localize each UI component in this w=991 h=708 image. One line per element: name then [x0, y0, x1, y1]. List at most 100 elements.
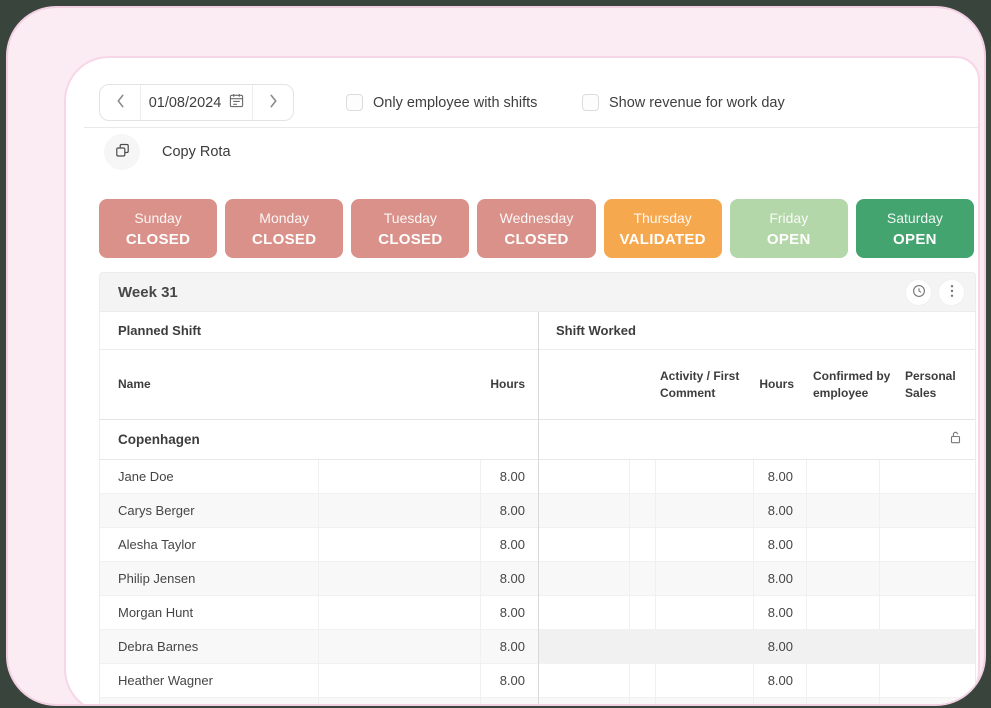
worked-shift-cell[interactable]: [538, 630, 630, 664]
planned-hours-cell[interactable]: 8.00: [481, 528, 538, 562]
day-name: Thursday: [633, 209, 692, 226]
day-status: CLOSED: [252, 230, 317, 248]
worked-hours-cell[interactable]: 8.00: [754, 630, 807, 664]
partial-row-cell: [100, 698, 319, 704]
worked-hours-cell[interactable]: 8.00: [754, 664, 807, 698]
worked-shift-cell[interactable]: [538, 596, 630, 630]
padlock-icon[interactable]: [950, 431, 961, 449]
worked-shift-cell[interactable]: [538, 460, 630, 494]
personal-sales-cell[interactable]: [880, 494, 975, 528]
worked-hours-cell[interactable]: 8.00: [754, 494, 807, 528]
worked-flag-cell[interactable]: [630, 562, 656, 596]
name-column-header: Name: [118, 377, 151, 392]
previous-date-button[interactable]: [100, 85, 141, 120]
planned-hours-cell[interactable]: 8.00: [481, 630, 538, 664]
personal-sales-column-header: Personal Sales: [905, 369, 956, 400]
confirmed-cell[interactable]: [807, 596, 880, 630]
checkbox-label: Show revenue for work day: [609, 94, 785, 111]
confirmed-cell[interactable]: [807, 528, 880, 562]
day-button-sunday[interactable]: Sunday CLOSED: [99, 199, 218, 258]
worked-hours-cell[interactable]: 8.00: [754, 562, 807, 596]
worked-shift-cell[interactable]: [538, 528, 630, 562]
personal-sales-cell[interactable]: [880, 664, 975, 698]
day-button-monday[interactable]: Monday CLOSED: [225, 199, 344, 258]
planned-hours-cell[interactable]: 8.00: [481, 494, 538, 528]
confirmed-cell[interactable]: [807, 664, 880, 698]
planned-shift-cell[interactable]: [319, 528, 481, 562]
day-button-saturday[interactable]: Saturday OPEN: [855, 199, 974, 258]
confirmed-cell[interactable]: [807, 494, 880, 528]
copy-rota-button[interactable]: [104, 134, 140, 170]
filter-only-employee-with-shifts[interactable]: Only employee with shifts: [346, 84, 537, 121]
rota-card: 01/08/2024: [64, 56, 980, 704]
worked-flag-cell[interactable]: [630, 528, 656, 562]
partial-row-cell: [880, 698, 975, 704]
confirmed-cell[interactable]: [807, 562, 880, 596]
planned-shift-cell[interactable]: [319, 664, 481, 698]
copy-icon: [115, 143, 130, 161]
planned-shift-cell[interactable]: [319, 562, 481, 596]
employee-name-cell: Jane Doe: [100, 460, 319, 494]
copy-rota-row: Copy Rota: [104, 134, 231, 170]
location-section-row[interactable]: Copenhagen: [100, 420, 975, 460]
activity-comment-cell[interactable]: [656, 630, 754, 664]
personal-sales-cell[interactable]: [880, 528, 975, 562]
shift-worked-header: Shift Worked: [556, 323, 636, 338]
activity-comment-cell[interactable]: [656, 596, 754, 630]
date-navigator: 01/08/2024: [99, 84, 294, 121]
day-button-thursday[interactable]: Thursday VALIDATED: [603, 199, 722, 258]
worked-hours-cell[interactable]: 8.00: [754, 596, 807, 630]
checkbox[interactable]: [346, 94, 363, 111]
partial-row-cell: [754, 698, 807, 704]
worked-flag-cell[interactable]: [630, 630, 656, 664]
worked-flag-cell[interactable]: [630, 494, 656, 528]
next-date-button[interactable]: [252, 85, 293, 120]
worked-hours-cell[interactable]: 8.00: [754, 528, 807, 562]
confirmed-cell[interactable]: [807, 630, 880, 664]
day-button-tuesday[interactable]: Tuesday CLOSED: [351, 199, 470, 258]
partial-row-cell: [538, 698, 630, 704]
personal-sales-cell[interactable]: [880, 460, 975, 494]
day-status: CLOSED: [504, 230, 569, 248]
date-field[interactable]: 01/08/2024: [141, 85, 252, 120]
planned-worked-divider: [538, 312, 539, 704]
activity-comment-cell[interactable]: [656, 664, 754, 698]
toolbar-divider: [84, 127, 978, 128]
activity-comment-cell[interactable]: [656, 562, 754, 596]
confirmed-column-header: Confirmed by employee: [813, 369, 891, 400]
planned-shift-cell[interactable]: [319, 494, 481, 528]
day-button-friday[interactable]: Friday OPEN: [729, 199, 848, 258]
planned-hours-cell[interactable]: 8.00: [481, 562, 538, 596]
clock-icon: [912, 284, 926, 301]
planned-shift-cell[interactable]: [319, 630, 481, 664]
worked-flag-cell[interactable]: [630, 664, 656, 698]
worked-hours-cell[interactable]: 8.00: [754, 460, 807, 494]
activity-comment-cell[interactable]: [656, 528, 754, 562]
worked-flag-cell[interactable]: [630, 460, 656, 494]
more-options-button[interactable]: [938, 278, 965, 306]
day-name: Monday: [259, 209, 310, 226]
confirmed-cell[interactable]: [807, 460, 880, 494]
day-name: Wednesday: [499, 209, 574, 226]
worked-shift-cell[interactable]: [538, 562, 630, 596]
history-clock-button[interactable]: [905, 278, 932, 306]
personal-sales-cell[interactable]: [880, 562, 975, 596]
planned-shift-cell[interactable]: [319, 460, 481, 494]
day-status: CLOSED: [125, 230, 191, 248]
checkbox[interactable]: [582, 94, 599, 111]
planned-hours-cell[interactable]: 8.00: [481, 596, 538, 630]
planned-hours-cell[interactable]: 8.00: [481, 664, 538, 698]
planned-hours-cell[interactable]: 8.00: [481, 460, 538, 494]
personal-sales-cell[interactable]: [880, 630, 975, 664]
personal-sales-cell[interactable]: [880, 596, 975, 630]
activity-comment-cell[interactable]: [656, 494, 754, 528]
worked-flag-cell[interactable]: [630, 596, 656, 630]
day-button-wednesday[interactable]: Wednesday CLOSED: [477, 199, 596, 258]
partial-row-cell: [319, 698, 481, 704]
worked-hours-column-header: Hours: [759, 377, 794, 392]
worked-shift-cell[interactable]: [538, 494, 630, 528]
filter-show-revenue-for-work-day[interactable]: Show revenue for work day: [582, 84, 785, 121]
activity-comment-cell[interactable]: [656, 460, 754, 494]
planned-shift-cell[interactable]: [319, 596, 481, 630]
worked-shift-cell[interactable]: [538, 664, 630, 698]
